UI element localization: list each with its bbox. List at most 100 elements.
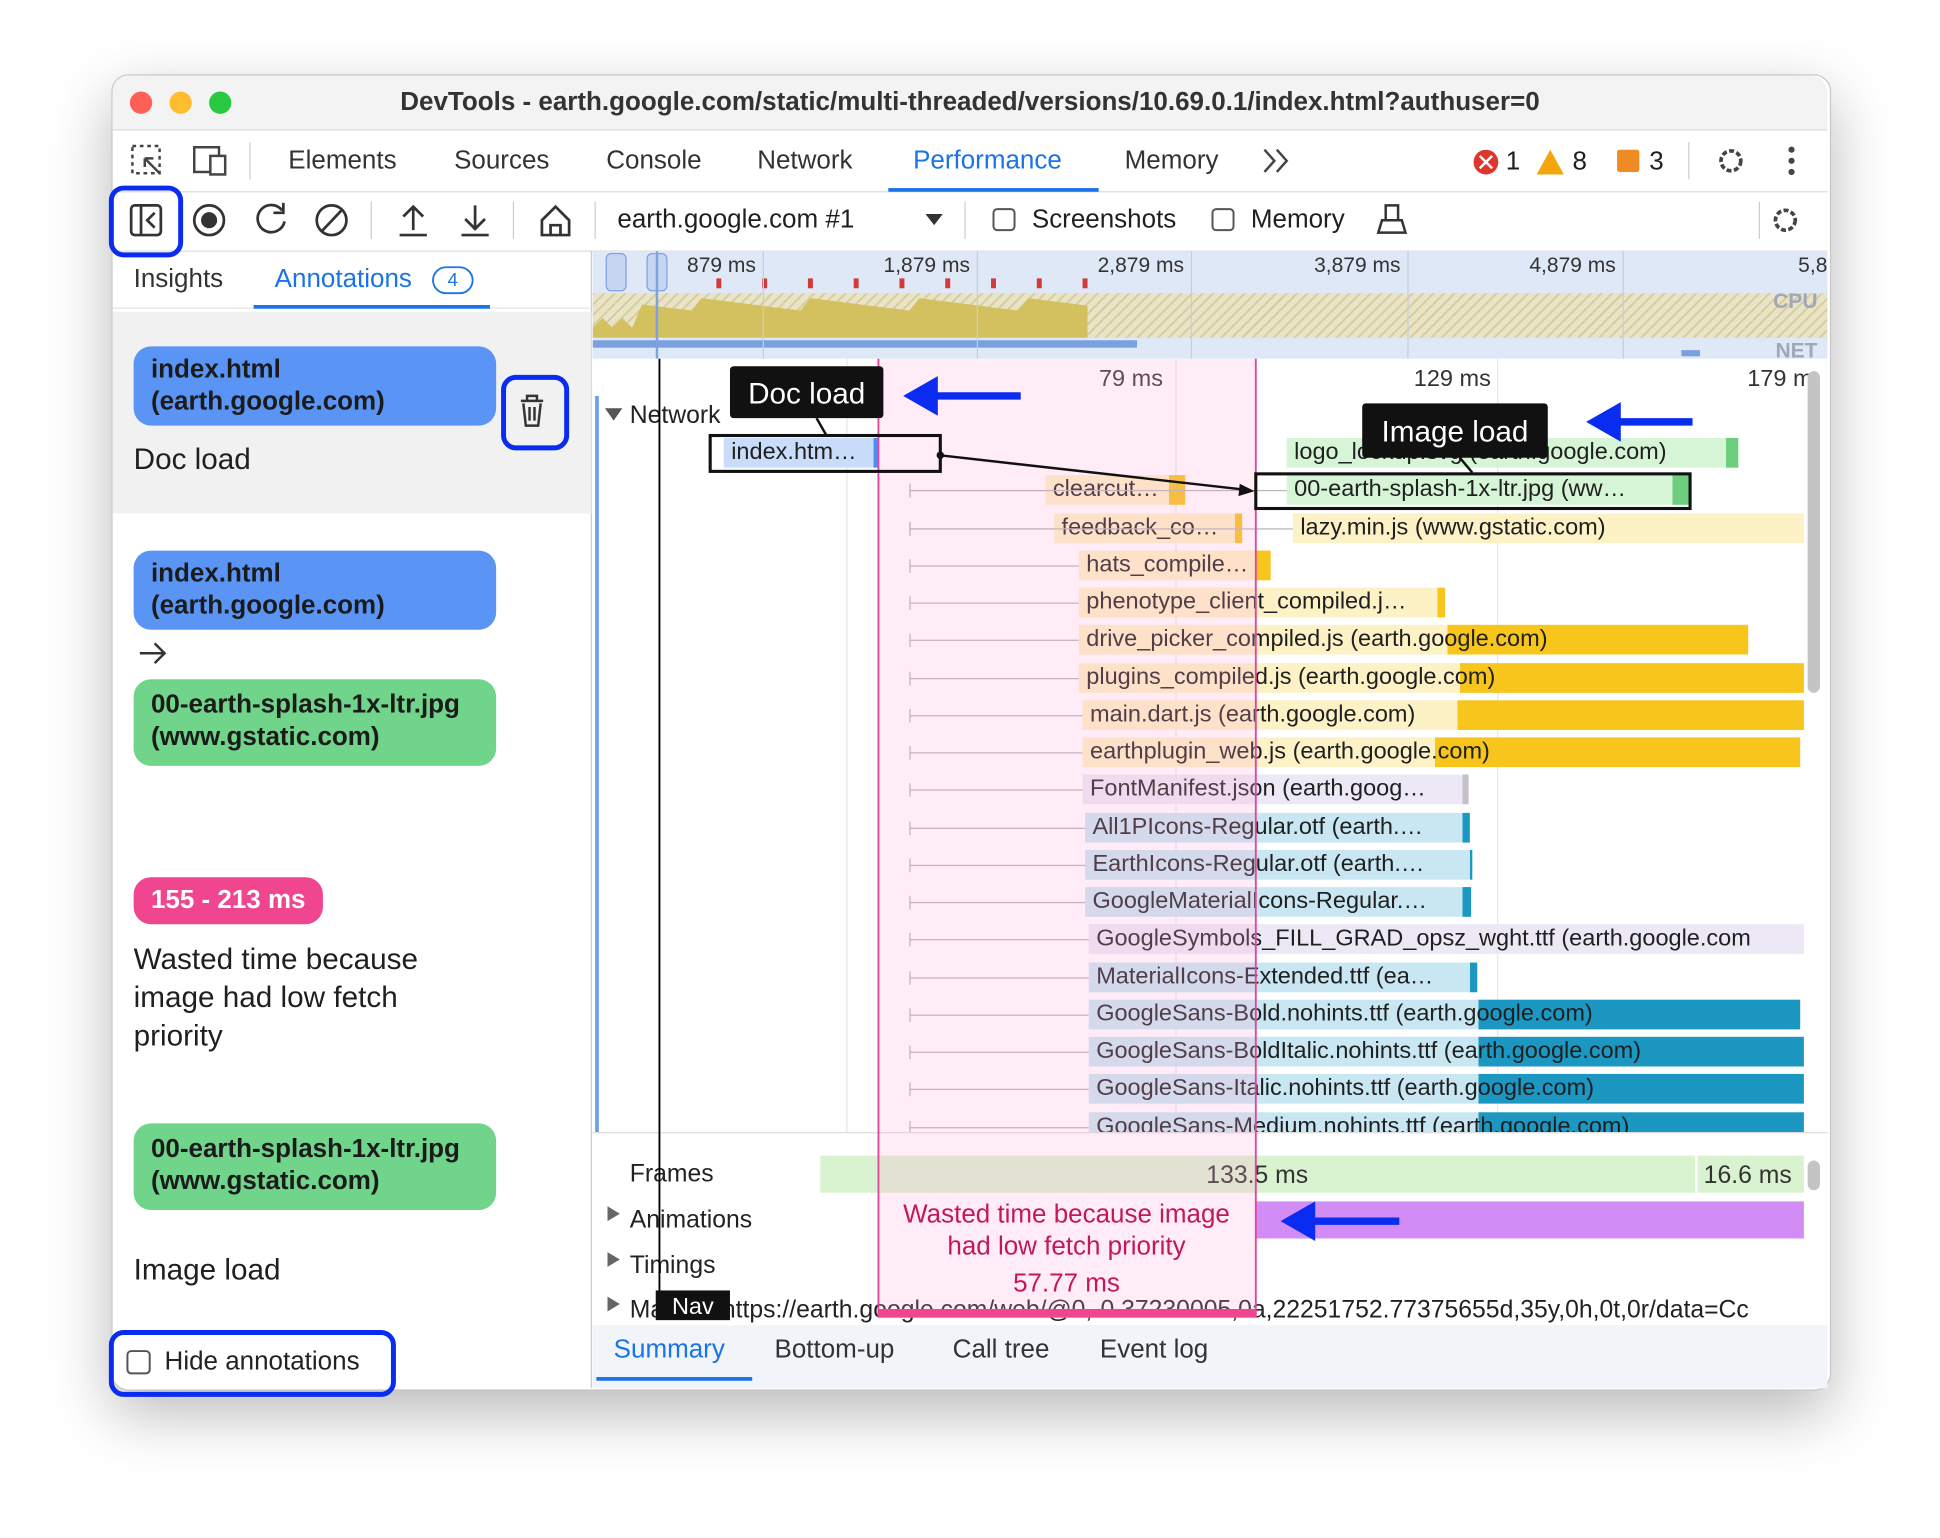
network-request[interactable]: 00-earth-splash-1x-ltr.jpg (ww… [1286,475,1689,506]
screenshots-checkbox[interactable] [992,208,1016,232]
overview-tick-label: 1,879 ms [884,254,970,277]
network-request[interactable]: drive_picker_compiled.js (earth.google.c… [1078,625,1749,655]
time-tick-label: 179 m [1747,366,1813,393]
reload-button[interactable] [256,202,286,234]
minimize-button[interactable] [169,91,192,114]
record-button[interactable] [192,204,226,237]
download-button[interactable] [461,205,489,237]
link-to-entry[interactable]: 00-earth-splash-1x-ltr.jpg (www.gstatic.… [133,679,497,766]
timeline-overview[interactable]: 879 ms 1,879 ms 2,879 ms 3,879 ms 4,879 ms 5,… [592,251,1828,359]
target-select[interactable]: earth.google.com #1 [617,205,855,234]
panel-tab[interactable]: Memory [1124,145,1219,175]
bottom-tab[interactable]: Call tree [952,1334,1050,1364]
frames-bar [1697,1155,1804,1193]
track-label[interactable]: Animations [629,1206,753,1234]
bottom-tab-bar [592,1323,1828,1389]
network-request[interactable]: hats_compile… [1078,550,1271,580]
bottom-tab[interactable]: Bottom-up [774,1334,895,1364]
panel-tab[interactable]: Elements [288,145,397,175]
highlight-box [108,185,184,258]
dropdown-arrow[interactable] [925,214,943,226]
more-tabs[interactable] [1263,148,1289,173]
panel-tab[interactable]: Sources [454,145,550,175]
network-request[interactable]: GoogleSymbols_FILL_GRAD_opsz_wght.ttf (e… [1088,924,1804,955]
title-bar [112,75,1828,130]
settings-icon[interactable] [1719,149,1743,173]
clear-button[interactable] [315,204,348,237]
time-tick-label: 79 ms [1098,366,1164,393]
request-whisker [909,789,1083,791]
track-bracket [595,395,599,1133]
zoom-button[interactable] [209,91,232,114]
error-count[interactable]: 1 [1505,147,1521,176]
annotation-label[interactable]: Image load [133,1253,281,1287]
frame-time: 16.6 ms [1703,1161,1792,1189]
delete-button[interactable] [520,394,544,427]
bottom-tab[interactable]: Summary [613,1334,725,1364]
highlight-box [501,374,570,451]
network-request[interactable]: EarthIcons-Regular.otf (earth.… [1085,849,1473,880]
screenshots-label[interactable]: Screenshots [1031,205,1177,234]
inspect-icon[interactable] [131,144,161,175]
request-whisker-cap [909,1008,911,1022]
annotation-entry[interactable]: index.html (earth.google.com) [133,346,497,426]
annotations-tab[interactable]: Annotations [274,264,412,294]
memory-checkbox[interactable] [1211,208,1235,232]
track-label: Frames [629,1160,714,1188]
annotation-label[interactable]: Doc load [133,442,251,477]
active-tab-underline [596,1377,753,1381]
track-label[interactable]: Main — https://earth.google.com/web/@0,-… [629,1296,1749,1324]
home-button[interactable] [540,204,571,237]
request-whisker-cap [909,596,911,610]
network-request[interactable]: FontManifest.json (earth.goog… [1082,774,1469,805]
network-request[interactable]: GoogleSans-Bold.nohints.ttf (earth.googl… [1088,999,1801,1030]
panel-tab[interactable]: Performance [913,145,1062,175]
request-whisker [909,1051,1089,1053]
device-icon[interactable] [193,145,227,176]
network-request[interactable]: index.htm… [723,437,879,468]
track-expander [607,1296,620,1312]
network-request[interactable]: GoogleSans-Medium.nohints.ttf (earth.goo… [1088,1111,1804,1133]
network-request[interactable]: phenotype_client_compiled.j… [1078,587,1446,618]
network-request[interactable]: GoogleSans-BoldItalic.nohints.ttf (earth… [1088,1036,1804,1067]
warning-count[interactable]: 8 [1572,147,1587,176]
hide-annotations-label[interactable]: Hide annotations [164,1347,360,1376]
memory-label[interactable]: Memory [1250,205,1345,234]
gc-button[interactable] [1376,204,1408,234]
insights-tab[interactable]: Insights [133,264,224,294]
request-whisker [909,602,1079,604]
network-request[interactable]: MaterialIcons-Extended.ttf (ea… [1088,961,1478,992]
network-request[interactable]: logo_lockup.svg (earth.google.com) [1286,437,1739,468]
cpu-label: CPU [1773,290,1817,313]
sidebar-toggle[interactable] [129,204,163,237]
annotation-label[interactable]: Wasted time because image had low fetch … [133,942,419,1053]
capture-settings[interactable] [1773,208,1798,232]
network-request[interactable]: lazy.min.js (www.gstatic.com) [1292,512,1804,543]
network-request[interactable]: plugins_compiled.js (earth.google.com) [1078,662,1804,693]
panel-tab[interactable]: Console [606,145,702,175]
issue-count[interactable]: 3 [1649,147,1664,176]
panel-tab[interactable]: Network [757,145,853,175]
net-label: NET [1775,340,1817,359]
annotation-entry[interactable]: 00-earth-splash-1x-ltr.jpg (www.gstatic.… [133,1123,497,1211]
tracks: 133.5 ms 16.6 ms Frames Animations Timings Ma… [592,1132,1828,1326]
network-request[interactable]: All1PIcons-Regular.otf (earth.… [1085,812,1470,842]
track-label[interactable]: Timings [629,1252,716,1280]
close-button[interactable] [129,91,153,114]
network-request[interactable]: earthplugin_web.js (earth.google.com) [1082,737,1801,768]
menu-icon[interactable] [1788,146,1795,176]
upload-button[interactable] [399,204,427,237]
link-from-entry[interactable]: index.html (earth.google.com) [133,550,497,630]
grid-line [846,358,848,1133]
network-request[interactable]: GoogleMaterialIcons-Regular.… [1085,887,1472,917]
request-whisker [909,639,1079,642]
overview-tick-label: 3,879 ms [1314,254,1400,277]
network-request[interactable]: main.dart.js (earth.google.com) [1082,699,1804,730]
bottom-tab[interactable]: Event log [1099,1334,1209,1364]
network-request[interactable]: feedback_co… [1054,512,1243,543]
network-request[interactable]: GoogleSans-Italic.nohints.ttf (earth.goo… [1088,1074,1804,1104]
range-chip[interactable]: 155 - 213 ms [133,877,323,925]
hide-annotations-checkbox[interactable] [126,1350,151,1375]
